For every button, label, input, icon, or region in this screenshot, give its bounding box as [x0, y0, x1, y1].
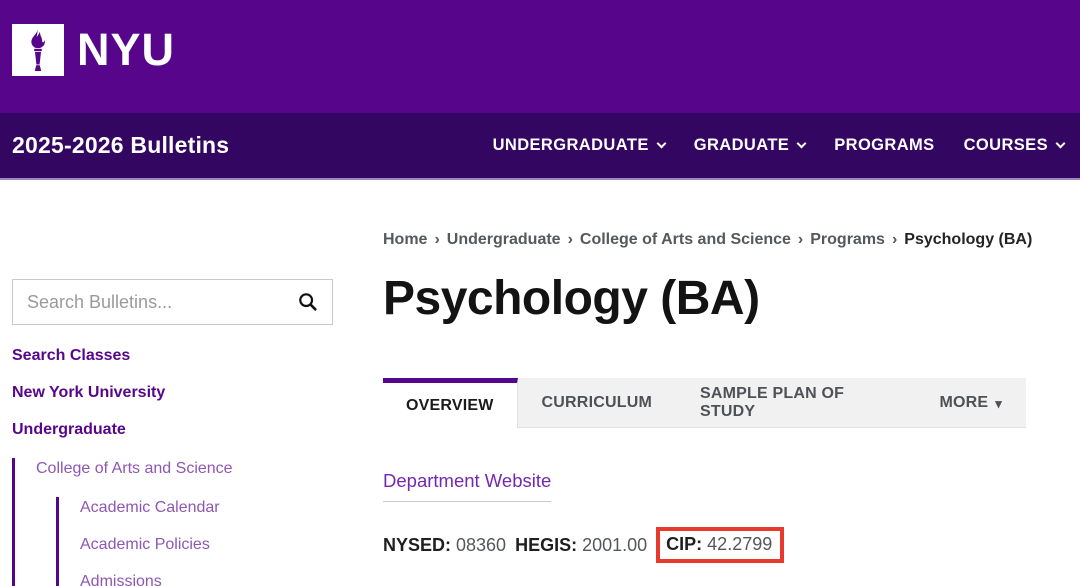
nav-item-label: PROGRAMS — [834, 136, 935, 154]
main-content: Home › Undergraduate › College of Arts and S… — [383, 180, 1080, 586]
chevron-down-icon — [796, 138, 807, 149]
sidebar-item-academic-calendar[interactable]: Academic Calendar — [80, 499, 220, 516]
breadcrumb: Home › Undergraduate › College of Arts and S… — [383, 230, 1032, 249]
sidebar-nav: Search Classes New York University Under… — [12, 347, 383, 586]
code-label: HEGIS: — [515, 534, 578, 555]
sidebar-level-1: College of Arts and Science Academic Cal… — [12, 458, 383, 586]
nav-item-graduate[interactable]: GRADUATE — [693, 136, 807, 155]
code-value: 42.2799 — [707, 534, 773, 554]
breadcrumb-separator: › — [797, 231, 804, 248]
program-codes: NYSED: 08360 HEGIS: 2001.00 CIP: 42.2799 — [383, 527, 1026, 563]
code-value: 08360 — [456, 534, 507, 555]
breadcrumb-separator: › — [891, 231, 898, 248]
breadcrumb-separator: › — [567, 231, 573, 248]
nav-item-label: GRADUATE — [693, 136, 790, 154]
nav-menu: UNDERGRADUATE GRADUATE PROGRAMS COURSES — [492, 136, 1066, 155]
nav-item-undergraduate[interactable]: UNDERGRADUATE — [492, 136, 667, 155]
bulletins-navbar: 2025-2026 Bulletins UNDERGRADUATE GRADUA… — [0, 113, 1080, 180]
search-input[interactable] — [27, 291, 297, 313]
bulletins-title[interactable]: 2025-2026 Bulletins — [12, 132, 230, 158]
department-website-link[interactable]: Department Website — [383, 470, 552, 502]
breadcrumb-current-page: Psychology (BA) — [904, 231, 1033, 248]
cip-highlight-box: CIP: 42.2799 — [656, 527, 785, 563]
nav-item-label: COURSES — [963, 136, 1048, 154]
sidebar-item-academic-policies[interactable]: Academic Policies — [80, 536, 210, 553]
page-title: Psychology (BA) — [383, 272, 760, 325]
tab-curriculum[interactable]: CURRICULUM — [541, 393, 652, 411]
sidebar-item-undergraduate[interactable]: Undergraduate — [12, 421, 126, 438]
tab-sample-plan-of-study[interactable]: SAMPLE PLAN OF STUDY — [699, 384, 845, 420]
breadcrumb-separator: › — [434, 231, 440, 248]
chevron-down-icon — [656, 138, 667, 149]
tab-bar: OVERVIEW CURRICULUM SAMPLE PLAN OF STUDY… — [383, 378, 1026, 428]
code-value: 2001.00 — [582, 534, 648, 555]
sidebar-item-college-of-arts-and-science[interactable]: College of Arts and Science — [36, 460, 233, 477]
nyu-torch-icon — [12, 23, 64, 76]
nyu-wordmark: NYU — [77, 23, 176, 75]
sidebar-item-new-york-university[interactable]: New York University — [12, 384, 166, 401]
search-icon[interactable] — [297, 291, 319, 313]
breadcrumb-undergraduate[interactable]: Undergraduate — [446, 231, 561, 248]
nav-item-courses[interactable]: COURSES — [963, 136, 1066, 155]
nav-item-label: UNDERGRADUATE — [492, 136, 649, 154]
sidebar: Search Classes New York University Under… — [0, 180, 383, 586]
code-nysed: NYSED: 08360 — [383, 535, 506, 556]
site-header: NYU — [0, 0, 1080, 113]
code-hegis: HEGIS: 2001.00 — [515, 535, 647, 556]
code-label: NYSED: — [383, 534, 452, 555]
tab-more-label: MORE — [939, 393, 989, 411]
breadcrumb-programs[interactable]: Programs — [810, 231, 885, 248]
page-content: Search Classes New York University Under… — [0, 180, 1080, 586]
code-label: CIP: — [666, 534, 703, 554]
sidebar-item-search-classes[interactable]: Search Classes — [12, 347, 131, 364]
search-box — [12, 279, 333, 325]
caret-down-icon: ▾ — [995, 395, 1002, 411]
chevron-down-icon — [1055, 138, 1066, 149]
tab-more[interactable]: MORE ▾ — [915, 378, 1026, 427]
breadcrumb-college-of-arts-and-science[interactable]: College of Arts and Science — [579, 231, 791, 248]
nyu-logo[interactable]: NYU — [12, 23, 176, 76]
nav-item-programs[interactable]: PROGRAMS — [834, 136, 934, 155]
sidebar-level-2: Academic Calendar Academic Policies Admi… — [56, 497, 383, 586]
sidebar-item-admissions[interactable]: Admissions — [80, 573, 162, 586]
breadcrumb-home[interactable]: Home — [383, 231, 428, 248]
tab-overview[interactable]: OVERVIEW — [383, 378, 518, 428]
